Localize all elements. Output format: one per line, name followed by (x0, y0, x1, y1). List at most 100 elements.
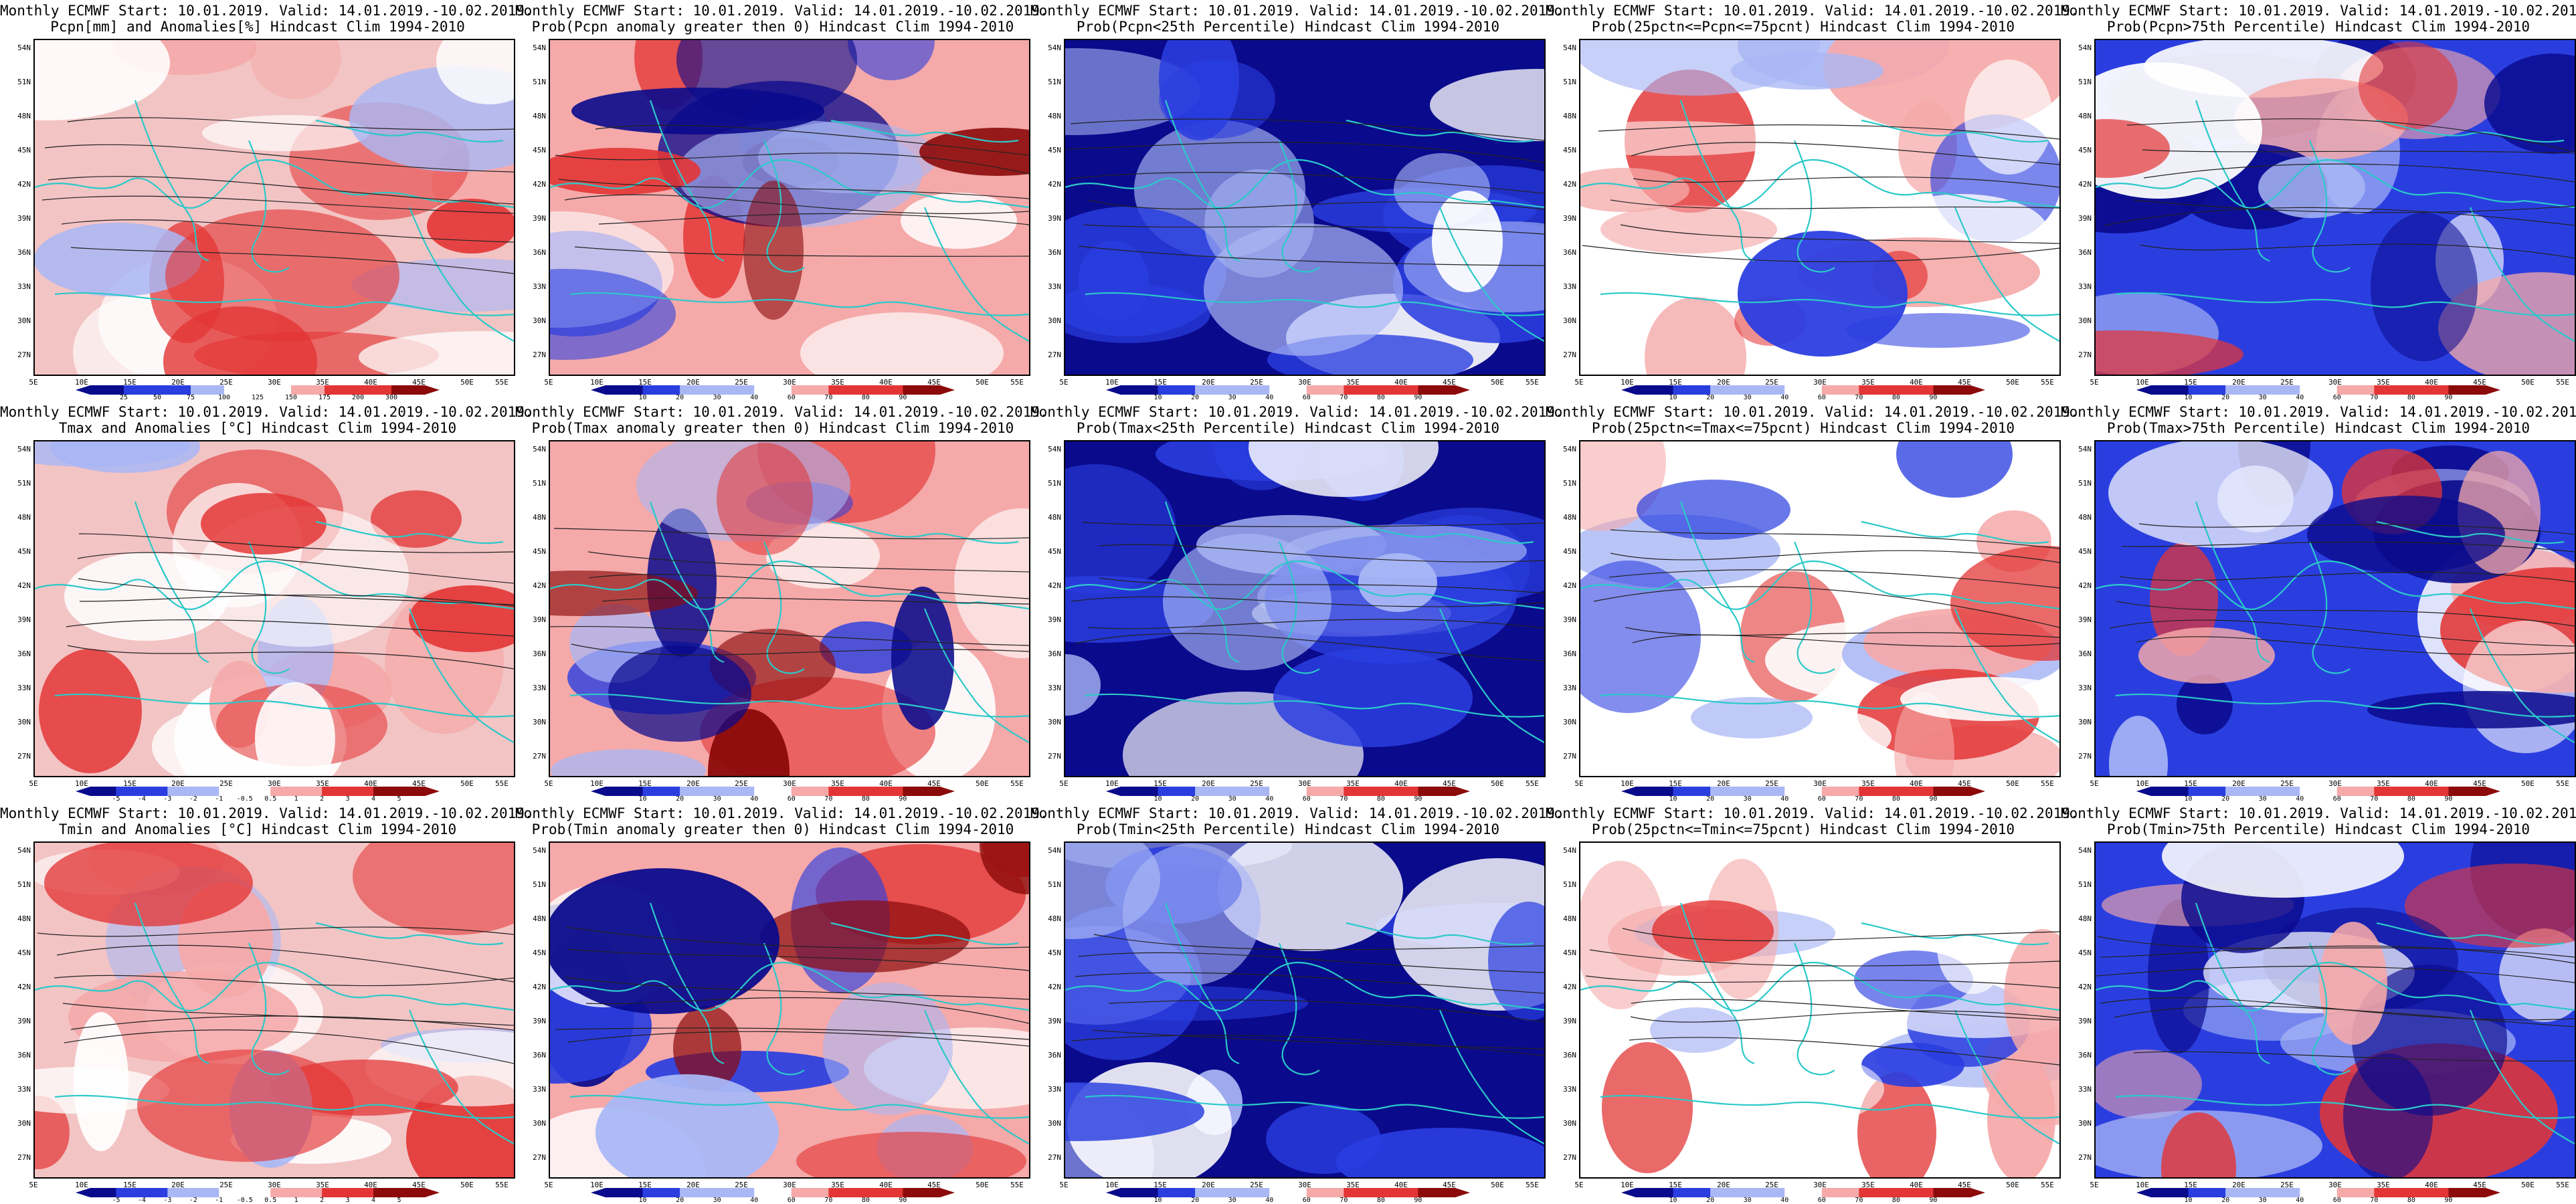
contour-line (2139, 243, 2575, 259)
colorbar-swatch (2262, 787, 2300, 796)
latitude-label: 27N (1048, 752, 1061, 761)
longitude-label: 5E (2090, 1181, 2099, 1189)
longitude-label: 30E (1813, 378, 1827, 387)
latitude-label: 42N (17, 581, 31, 590)
longitude-label: 25E (1765, 779, 1778, 788)
colorbar-swatch (2188, 385, 2226, 395)
latitude-label: 27N (533, 350, 546, 359)
coastline (54, 292, 514, 316)
colorbar (1106, 1188, 1470, 1197)
latitude-label: 45N (17, 948, 31, 957)
colorbar-swatch (1747, 787, 1785, 796)
shaded-region (2138, 627, 2275, 684)
contour-line (1093, 934, 1544, 950)
colorbar-label: 10 (638, 394, 647, 401)
coastline (1679, 100, 1755, 262)
coastline (2308, 541, 2351, 674)
colorbar-right-arrow (1455, 385, 1470, 395)
colorbar-label: 70 (2370, 394, 2379, 401)
colorbar-label: 30 (1743, 394, 1752, 401)
longitude-label: 55E (1010, 779, 1024, 788)
longitude-label: 35E (831, 378, 844, 387)
latitude-label: 42N (533, 983, 546, 991)
colorbar-label: 3 (345, 1197, 350, 1204)
map-frame (33, 841, 515, 1179)
contour-line (66, 619, 514, 637)
colorbar-label: 90 (899, 394, 907, 401)
coastline (2115, 292, 2575, 316)
contour-line (550, 625, 1029, 646)
longitude-label: 20E (2232, 779, 2245, 788)
coastline (35, 159, 514, 209)
longitude-label: 25E (735, 378, 748, 387)
colorbar-swatch (373, 787, 400, 796)
contour-line (56, 944, 514, 983)
colorbar-label: 0.5 (264, 795, 277, 803)
shaded-region (800, 312, 1004, 375)
colorbar-swatch (642, 385, 680, 395)
colorbar-label: 70 (1340, 795, 1348, 803)
shaded-region (2096, 330, 2243, 375)
longitude-label: 20E (1202, 378, 1215, 387)
shaded-region (1266, 1104, 1381, 1174)
longitude-label: 45E (412, 378, 426, 387)
colorbar-swatch (1673, 1188, 1711, 1197)
colorbar-swatch (167, 787, 194, 796)
colorbar-right-arrow (940, 1188, 955, 1197)
longitude-label: 50E (2521, 378, 2535, 387)
longitude-label: 30E (1813, 1181, 1827, 1189)
shaded-region (1217, 843, 1403, 951)
longitude-label: 40E (2425, 378, 2438, 387)
coastline (1954, 1009, 2059, 1144)
colorbar-label: 90 (2444, 795, 2453, 803)
coastline (134, 501, 209, 664)
colorbar-swatch (116, 1188, 143, 1197)
coastline (1793, 942, 1835, 1076)
coastline (35, 961, 514, 1012)
colorbar-swatch (1380, 787, 1418, 796)
colorbar-swatch (680, 787, 718, 796)
colorbar-swatch (1380, 385, 1418, 395)
map-field-tmax_prob_high (2096, 441, 2575, 776)
contour-line (1622, 928, 2059, 942)
colorbar-right-arrow (940, 787, 955, 796)
colorbar-label: 4 (371, 1197, 376, 1204)
shaded-region (1896, 441, 2013, 498)
colorbar-label: 5 (397, 1197, 401, 1204)
map-panel-tmin_prob_mid: Monthly ECMWF Start: 10.01.2019. Valid: … (1546, 803, 2079, 1204)
colorbar-label: 10 (638, 795, 647, 803)
longitude-label: 45E (1958, 1181, 1971, 1189)
contour-line (1066, 142, 1544, 163)
coastline (54, 693, 514, 718)
contour-line (1087, 199, 1544, 210)
longitude-label: 35E (1861, 1181, 1875, 1189)
colorbar-swatch (1195, 1188, 1233, 1197)
colorbar-swatch (391, 385, 426, 395)
colorbar-swatch (347, 1188, 374, 1197)
colorbar-label: 30 (1743, 1197, 1752, 1204)
shaded-region (50, 441, 200, 473)
colorbar-swatch (219, 787, 246, 796)
longitude-label: 35E (316, 779, 329, 788)
map-panel-tmax_prob_mid: Monthly ECMWF Start: 10.01.2019. Valid: … (1546, 401, 2079, 803)
coastline (763, 541, 805, 674)
latitude-label: 51N (1048, 880, 1061, 889)
coastline (2469, 608, 2575, 743)
contour-line (1589, 949, 2059, 967)
panel-subtitle: Prob(Pcpn<25th Percentile) Hindcast Clim… (1076, 19, 1500, 35)
colorbar (591, 1188, 955, 1197)
latitude-label: 27N (1048, 1153, 1061, 1162)
shaded-region (571, 88, 824, 134)
map-panel-tmax_prob_low: Monthly ECMWF Start: 10.01.2019. Valid: … (1030, 401, 1564, 803)
latitude-label: 36N (2078, 1051, 2092, 1060)
latitude-label: 30N (533, 1119, 546, 1128)
coastline (2376, 922, 2565, 946)
colorbar-left-arrow (76, 385, 90, 395)
latitude-label: 54N (1563, 846, 1576, 855)
colorbar-swatch (828, 787, 866, 796)
shaded-region (1580, 168, 1689, 212)
longitude-label: 5E (1574, 378, 1584, 387)
longitude-label: 55E (495, 378, 509, 387)
contour-line (2138, 523, 2575, 535)
latitude-label: 27N (533, 752, 546, 761)
